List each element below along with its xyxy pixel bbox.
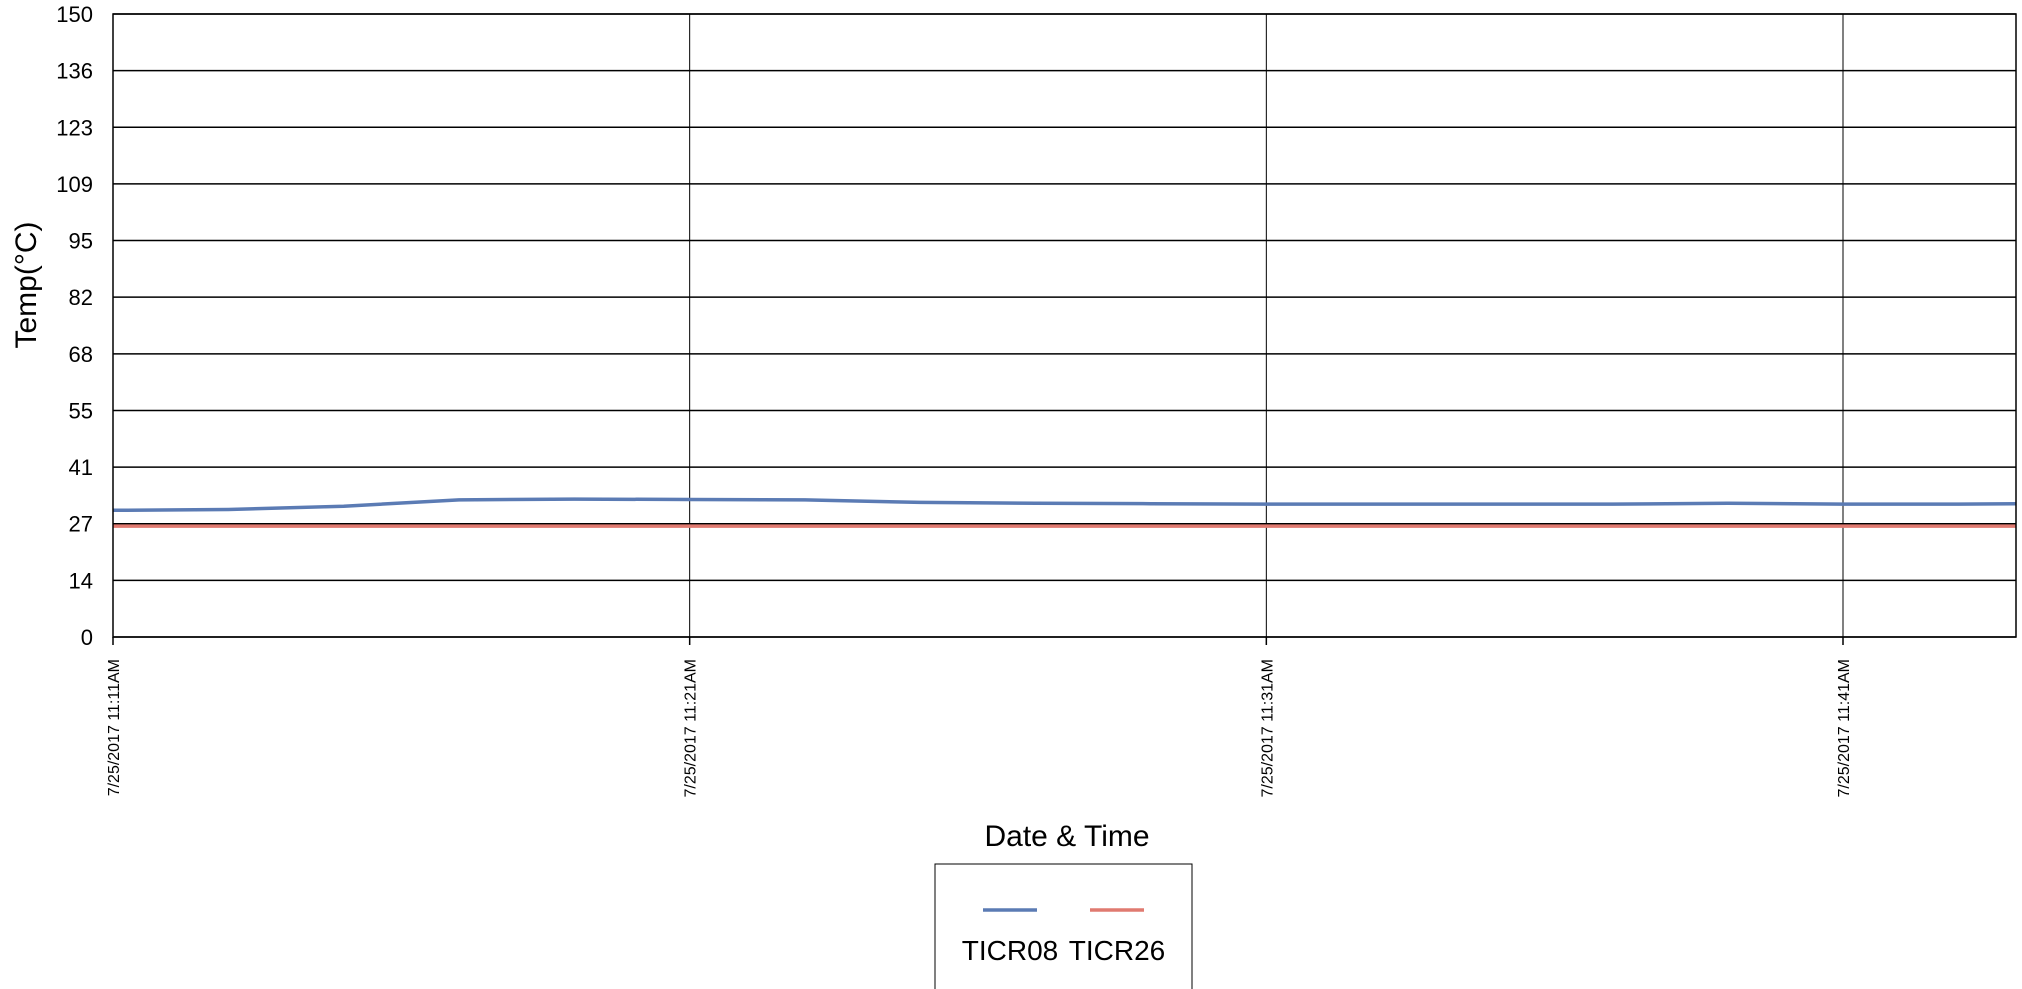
x-tick-label: 7/25/2017 11:41AM [1836,659,1853,797]
y-tick-label: 27 [69,512,93,537]
y-tick-label: 150 [56,2,93,27]
y-tick-label: 109 [56,172,93,197]
y-tick-labels: 0 14 27 41 55 68 82 95 109 123 136 150 [56,2,93,650]
legend-box [934,863,1193,989]
x-tick-label: 7/25/2017 11:31AM [1259,659,1276,797]
y-tick-label: 82 [69,285,93,310]
x-tick-label: 7/25/2017 11:11AM [106,659,123,796]
y-tick-label: 68 [69,342,93,367]
grid-lines [112,13,2016,645]
y-tick-label: 0 [81,625,93,650]
x-tick-labels: 7/25/2017 11:11AM 7/25/2017 11:21AM 7/25/2… [106,659,1853,797]
legend-label-ticr08: TICR08 [962,935,1058,966]
y-tick-label: 14 [69,568,93,593]
x-axis-title: Date & Time [984,820,1149,853]
legend: TICR08 TICR26 [934,863,1193,989]
x-tick-label: 7/25/2017 11:21AM [683,659,700,797]
y-tick-label: 136 [56,59,93,84]
y-tick-label: 123 [56,115,93,140]
y-tick-label: 55 [69,398,93,423]
series-line-ticr08 [112,497,2017,513]
legend-label-ticr26: TICR26 [1069,935,1165,966]
plot-series [112,497,2017,528]
y-axis-title: Temp(°C) [10,221,43,348]
plot-frame [112,13,2017,638]
y-tick-label: 95 [69,229,93,254]
y-tick-label: 41 [69,455,93,480]
